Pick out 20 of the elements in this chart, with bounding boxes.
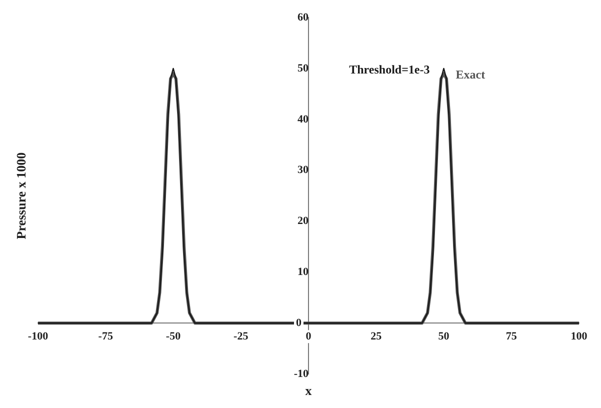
y-tick-label: 30 <box>298 164 309 176</box>
x-tick-label: -25 <box>234 330 249 343</box>
x-axis-title: x <box>305 382 312 398</box>
y-tick-label: 50 <box>298 62 309 74</box>
x-tick-label: -75 <box>98 330 114 343</box>
y-tick-label: 10 <box>298 266 309 278</box>
x-tick-label: -50 <box>166 330 182 343</box>
y-axis-title: Pressure x 1000 <box>13 152 28 240</box>
x-tick-label: 100 <box>570 330 588 343</box>
x-tick-label: 25 <box>370 330 382 343</box>
x-tick-label: 75 <box>506 330 518 343</box>
x-tick-label: 50 <box>438 330 450 343</box>
y-tick-label: 0 <box>296 316 302 329</box>
series-label: Threshold=1e-3 <box>349 62 430 77</box>
y-tick-label: 40 <box>298 113 309 126</box>
y-tick-label: -10 <box>294 368 309 380</box>
series-label: Exact <box>456 68 486 82</box>
y-tick-label: 20 <box>298 215 309 228</box>
y-tick-label: 60 <box>298 11 309 24</box>
x-tick-label: -100 <box>28 330 49 343</box>
